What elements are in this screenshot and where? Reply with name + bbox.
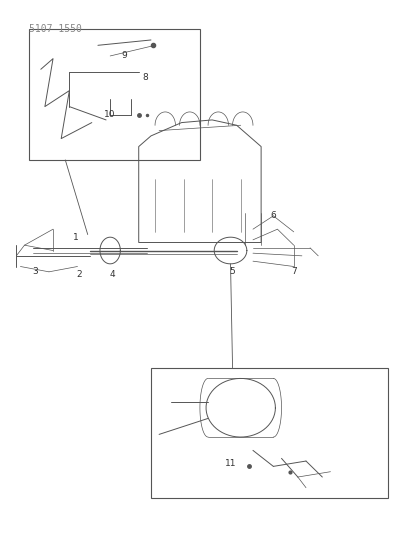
- Bar: [151, 368, 388, 498]
- Text: 3: 3: [32, 268, 38, 276]
- Text: 5107 1550: 5107 1550: [29, 24, 82, 34]
- Text: 9: 9: [122, 52, 127, 60]
- Text: 6: 6: [271, 212, 276, 220]
- Text: 2: 2: [77, 270, 82, 279]
- Text: 10: 10: [104, 110, 116, 119]
- Text: 5: 5: [230, 268, 235, 276]
- Text: 4: 4: [109, 270, 115, 279]
- Text: 7: 7: [291, 268, 297, 276]
- Text: 8: 8: [142, 73, 148, 82]
- Text: 11: 11: [225, 459, 236, 468]
- Text: 1: 1: [73, 233, 78, 241]
- Bar: [29, 29, 200, 160]
